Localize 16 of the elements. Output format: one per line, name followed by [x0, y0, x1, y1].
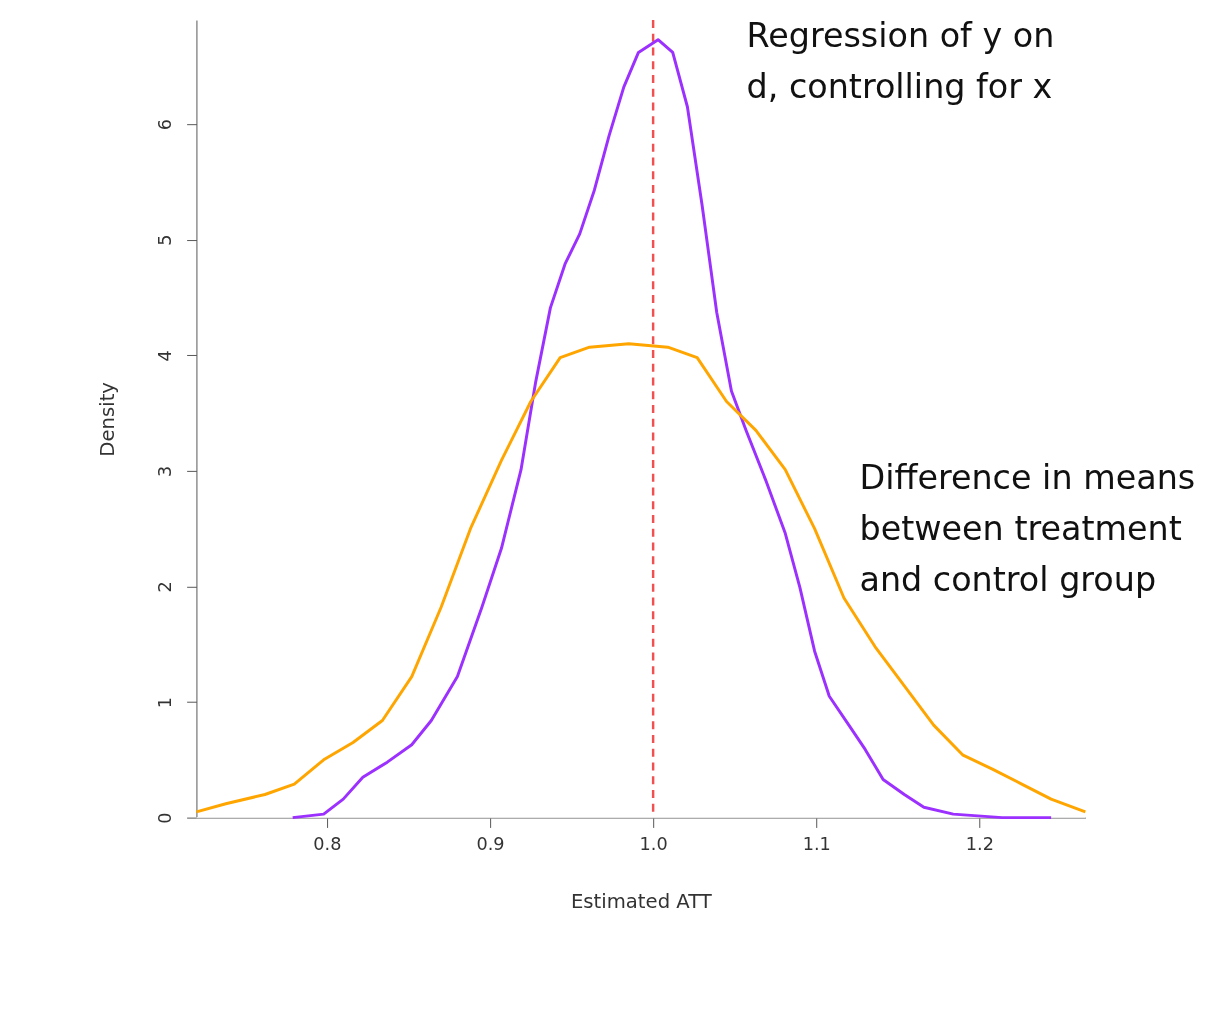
x-axis-title: Estimated ATT	[570, 890, 713, 914]
y-tick-label: 5	[155, 234, 176, 246]
y-tick-label: 3	[155, 465, 176, 477]
x-tick-label: 1.0	[639, 833, 668, 854]
y-tick-label: 4	[155, 350, 176, 362]
y-tick-label: 6	[155, 118, 176, 131]
series-label: Difference in means between treatment and control group	[859, 457, 1196, 599]
x-tick-label: 1.1	[802, 833, 831, 854]
y-tick-label: 1	[155, 696, 176, 709]
x-tick-label: 0.9	[476, 833, 505, 854]
x-tick-label: 0.8	[313, 833, 342, 854]
y-axis-title: Density	[96, 381, 120, 457]
x-tick-label: 1.2	[965, 833, 994, 854]
y-tick-label: 2	[155, 581, 176, 593]
series-label: Regression of y on d, controlling for x	[746, 15, 1055, 106]
y-tick-label: 0	[155, 812, 176, 824]
